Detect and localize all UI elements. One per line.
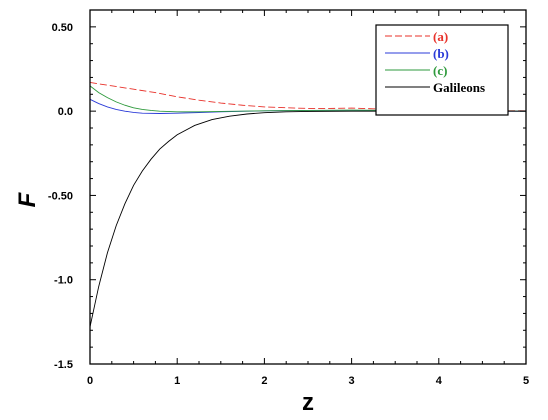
series-line-4: [89, 110, 526, 328]
legend-label-1: (a): [433, 29, 448, 44]
legend-label-3: (c): [433, 63, 447, 78]
legend-label-4: Galileons: [433, 80, 485, 95]
y-tick-label: -1.5: [54, 359, 73, 371]
tick-labels-layer: 0 1 2 3 4 5 0.50 0.0 -0.50 -1.0 -1.5: [48, 22, 529, 387]
y-tick-label: -0.50: [48, 190, 73, 202]
y-tick-label: -1.0: [54, 275, 73, 287]
x-tick-label: 2: [261, 375, 267, 387]
x-tick-label: 1: [174, 375, 180, 387]
y-tick-label: 0.50: [52, 22, 73, 34]
ticks-layer: [89, 10, 527, 365]
legend-label-2: (b): [433, 46, 449, 61]
x-tick-label: 0: [87, 375, 93, 387]
x-tick-label: 5: [523, 375, 529, 387]
legend: (a) (b) (c) Galileons: [375, 24, 509, 116]
legend-items: (a) (b) (c) Galileons: [385, 29, 485, 95]
x-axis-title: z: [302, 389, 314, 415]
x-tick-label: 3: [349, 375, 355, 387]
x-tick-label: 4: [436, 375, 443, 387]
y-axis-title: F: [14, 191, 41, 207]
y-tick-label: 0.0: [58, 106, 73, 118]
